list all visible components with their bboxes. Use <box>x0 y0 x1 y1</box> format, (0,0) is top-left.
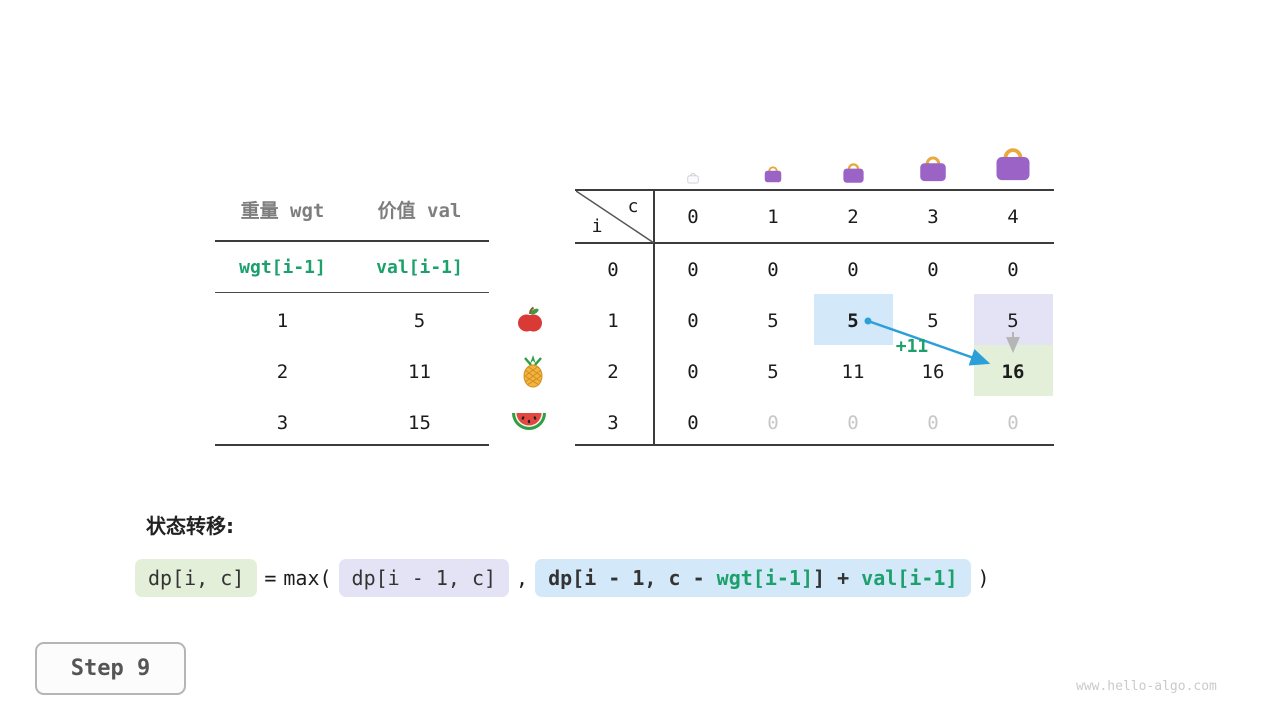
step-indicator: Step 9 <box>35 642 186 695</box>
item-val: 5 <box>413 310 426 332</box>
dp-col-header: 0 <box>687 206 699 228</box>
formula-paren-close: ) <box>977 566 990 590</box>
formula-arg2: dp[i - 1, c - wgt[i-1]] + val[i-1] <box>535 559 971 597</box>
dp-col-header: 1 <box>767 206 779 228</box>
bag-icon-empty <box>687 173 699 184</box>
dp-cell: 16 <box>921 361 945 383</box>
dp-table-line-vertical <box>653 189 655 446</box>
site-watermark: www.hello-algo.com <box>1076 679 1217 694</box>
bag-icon <box>996 148 1030 181</box>
formula-comma: , <box>516 566 529 590</box>
transition-section-label: 状态转移: <box>146 514 234 538</box>
items-table-line <box>215 292 489 293</box>
dp-cell: 11 <box>841 361 865 383</box>
formula-arg2-wgt: wgt[i-1] <box>716 566 813 590</box>
items-index-val: val[i-1] <box>376 257 463 278</box>
item-wgt: 3 <box>276 412 289 434</box>
dp-table-line-top <box>575 189 1054 191</box>
corner-label-i: i <box>591 216 603 237</box>
bag-icon <box>843 163 864 183</box>
item-val: 15 <box>408 412 431 434</box>
dp-cell: 5 <box>767 310 779 332</box>
transition-formula: dp[i, c] = max( dp[i - 1, c] , dp[i - 1,… <box>135 559 990 597</box>
dp-cell: 0 <box>1007 259 1019 281</box>
formula-max-open: max( <box>283 566 332 590</box>
formula-arg2-part2: ] + <box>813 566 862 590</box>
dp-table-line-bottom <box>575 444 1054 446</box>
dp-cell: 5 <box>767 361 779 383</box>
dp-cell: 0 <box>847 259 859 281</box>
bag-icon <box>764 166 782 183</box>
dp-col-header: 3 <box>927 206 939 228</box>
corner-diagonal <box>576 191 654 243</box>
dp-row-header: 0 <box>607 259 619 281</box>
dp-cell: 0 <box>767 412 779 434</box>
dp-cell: 5 <box>847 310 859 332</box>
dp-row-header: 1 <box>607 310 619 332</box>
item-wgt: 2 <box>276 361 289 383</box>
dp-cell: 0 <box>1007 412 1019 434</box>
formula-arg1: dp[i - 1, c] <box>338 559 510 597</box>
pineapple-icon <box>523 355 543 388</box>
items-table-line <box>215 240 489 242</box>
dp-cell: 0 <box>767 259 779 281</box>
bag-icon <box>920 156 946 182</box>
formula-lhs: dp[i, c] <box>135 559 258 597</box>
item-val: 11 <box>408 361 431 383</box>
formula-equals: = <box>264 566 277 590</box>
formula-arg2-val: val[i-1] <box>861 566 958 590</box>
formula-arg2-part1: dp[i - 1, c - <box>548 566 717 590</box>
dp-cell: 0 <box>687 310 699 332</box>
dp-row-header: 3 <box>607 412 619 434</box>
dp-cell: 0 <box>687 361 699 383</box>
items-index-wgt: wgt[i-1] <box>239 257 326 278</box>
dp-col-header: 4 <box>1007 206 1019 228</box>
apple-icon <box>518 306 542 332</box>
dp-cell: 0 <box>687 259 699 281</box>
arrow-value-label: +11 <box>895 336 929 357</box>
dp-col-header: 2 <box>847 206 859 228</box>
dp-cell: 16 <box>1001 361 1025 383</box>
items-col-header-wgt: 重量 wgt <box>240 200 325 222</box>
dp-row-header: 2 <box>607 361 619 383</box>
item-wgt: 1 <box>276 310 289 332</box>
dp-cell: 0 <box>927 259 939 281</box>
items-table-line <box>215 444 489 446</box>
dp-cell: 0 <box>847 412 859 434</box>
watermelon-icon <box>512 413 546 430</box>
dp-cell: 5 <box>1007 310 1019 332</box>
corner-label-c: c <box>627 196 639 217</box>
dp-cell: 5 <box>927 310 939 332</box>
items-col-header-val: 价值 val <box>377 200 462 222</box>
dp-cell: 0 <box>687 412 699 434</box>
dp-cell: 0 <box>927 412 939 434</box>
dp-table-line-header <box>575 242 1054 244</box>
